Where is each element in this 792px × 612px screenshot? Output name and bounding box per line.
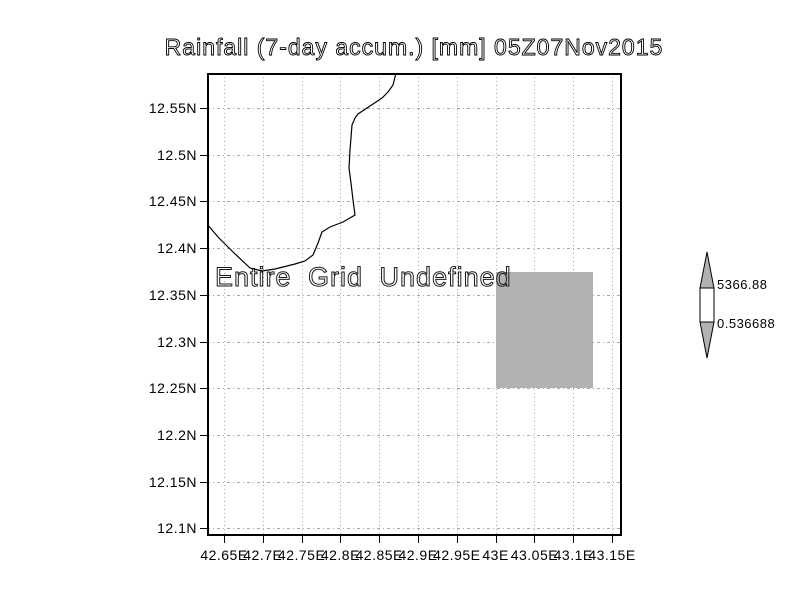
lat-tick xyxy=(200,435,207,437)
lon-tick xyxy=(456,536,458,543)
lat-gridline xyxy=(207,248,622,250)
lat-tick-label: 12.4N xyxy=(157,240,197,257)
lon-gridline xyxy=(224,73,225,536)
lon-tick xyxy=(612,536,613,543)
lat-tick-label: 12.55N xyxy=(148,100,197,116)
lon-tick xyxy=(534,536,536,543)
lat-gridline xyxy=(207,154,622,156)
lat-tick xyxy=(200,294,207,296)
colorbar-max-label: 5366.88 xyxy=(717,277,768,292)
lat-gridline xyxy=(207,435,622,437)
lon-tick-label: 43.05E xyxy=(510,547,559,563)
lon-gridline xyxy=(379,73,381,536)
lon-tick-label: 42.85E xyxy=(355,547,403,563)
lat-tick-label: 12.1N xyxy=(157,520,197,537)
coastline xyxy=(207,73,397,272)
lat-tick xyxy=(200,481,207,483)
colorbar-top-arrow-icon xyxy=(699,251,715,289)
lat-gridline xyxy=(207,481,622,483)
lat-tick-label: 12.5N xyxy=(157,146,197,163)
lat-tick-label: 12.2N xyxy=(157,427,197,444)
lon-tick xyxy=(262,536,264,543)
figure-title: Rainfall (7-day accum.) [mm] 05Z07Nov201… xyxy=(164,34,664,61)
lon-tick-label: 42.7E xyxy=(243,547,283,563)
lat-tick-label: 12.15N xyxy=(148,473,197,490)
lat-gridline xyxy=(207,528,622,530)
lon-gridline xyxy=(612,73,613,536)
lat-tick xyxy=(200,154,207,156)
lat-tick-label: 12.25N xyxy=(148,380,197,397)
lat-tick-label: 12.3N xyxy=(157,333,197,350)
lat-gridline xyxy=(207,388,622,390)
lat-tick xyxy=(200,388,207,390)
undefined-message: Entire Grid Undefined xyxy=(215,262,512,293)
lon-tick-label: 42.8E xyxy=(320,547,360,563)
lon-tick-label: 43.15E xyxy=(588,547,636,563)
lat-tick-label: 12.45N xyxy=(148,193,197,210)
lon-gridline xyxy=(456,73,458,536)
lat-tick xyxy=(200,108,207,109)
lat-tick xyxy=(200,528,207,530)
lat-gridline xyxy=(207,201,622,203)
lon-tick-label: 43.1E xyxy=(553,547,593,563)
lon-tick-label: 43E xyxy=(482,547,509,563)
lon-tick xyxy=(418,536,419,543)
lon-gridline xyxy=(418,73,419,536)
colorbar-box xyxy=(699,287,715,323)
colorbar xyxy=(699,251,715,359)
defined-data-region xyxy=(495,271,593,389)
lon-tick xyxy=(224,536,225,543)
lat-tick xyxy=(200,341,207,343)
colorbar-min-label: 0.536688 xyxy=(717,316,776,331)
lon-tick-label: 42.95E xyxy=(433,547,481,563)
lon-tick xyxy=(301,536,303,543)
lon-tick-label: 42.75E xyxy=(277,547,326,563)
lon-tick xyxy=(573,536,575,543)
lon-tick xyxy=(379,536,381,543)
lat-gridline xyxy=(207,341,622,343)
lon-tick-label: 42.65E xyxy=(200,547,248,563)
lon-tick xyxy=(340,536,342,543)
lon-tick-label: 42.9E xyxy=(398,547,438,563)
lon-tick xyxy=(495,536,497,543)
map-plot-area: Entire Grid Undefined xyxy=(207,73,622,536)
colorbar-bottom-arrow-icon xyxy=(699,321,715,359)
lat-gridline xyxy=(207,108,622,109)
lon-gridline xyxy=(262,73,264,536)
lon-gridline xyxy=(301,73,303,536)
lat-tick-label: 12.35N xyxy=(148,286,197,303)
lat-tick xyxy=(200,201,207,203)
lon-gridline xyxy=(340,73,342,536)
lat-tick xyxy=(200,248,207,250)
lat-gridline xyxy=(207,294,622,296)
